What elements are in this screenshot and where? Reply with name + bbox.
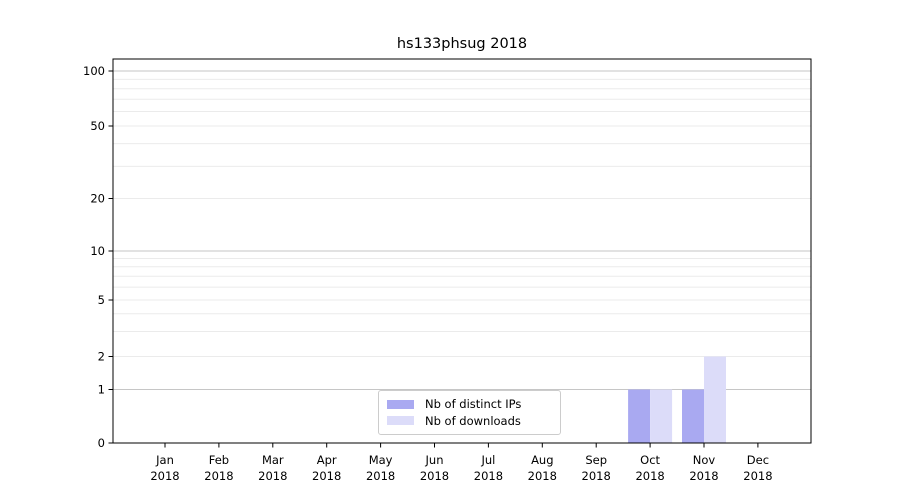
x-tick-label-month: Nov xyxy=(693,453,716,467)
x-tick-label-year: 2018 xyxy=(582,469,611,483)
x-tick-label-month: Jan xyxy=(155,453,174,467)
bar-distinct-ips-nov xyxy=(682,389,704,443)
y-tick-label: 50 xyxy=(90,119,105,133)
x-tick-label-year: 2018 xyxy=(420,469,449,483)
x-tick-label-year: 2018 xyxy=(150,469,179,483)
legend-swatch-downloads xyxy=(387,416,414,426)
x-tick-label-month: Dec xyxy=(747,453,769,467)
y-tick-label: 0 xyxy=(98,436,105,450)
x-tick-label-year: 2018 xyxy=(258,469,287,483)
x-tick-label-year: 2018 xyxy=(204,469,233,483)
y-tick-label: 20 xyxy=(90,192,105,206)
y-tick-label: 1 xyxy=(98,383,105,397)
x-tick-label-month: Mar xyxy=(262,453,284,467)
x-tick-label-year: 2018 xyxy=(366,469,395,483)
legend-label-distinct-ips: Nb of distinct IPs xyxy=(425,397,522,412)
x-tick-label-year: 2018 xyxy=(474,469,503,483)
bar-distinct-ips-oct xyxy=(628,389,651,443)
x-tick-label-month: Jun xyxy=(425,453,444,467)
chart-title: hs133phsug 2018 xyxy=(396,36,528,52)
legend-item-downloads: Nb of downloads xyxy=(387,413,552,429)
x-tick-label-month: Jul xyxy=(480,453,495,467)
legend: Nb of distinct IPs Nb of downloads xyxy=(378,390,561,435)
x-tick-label-year: 2018 xyxy=(689,469,718,483)
x-tick-label-month: Oct xyxy=(640,453,660,467)
x-tick-label-month: Apr xyxy=(317,453,337,467)
y-tick-label: 2 xyxy=(98,350,105,364)
x-tick-label-month: Feb xyxy=(209,453,229,467)
x-tick-label-year: 2018 xyxy=(635,469,664,483)
x-tick-label-month: May xyxy=(369,453,393,467)
x-tick-label-year: 2018 xyxy=(743,469,772,483)
bar-downloads-nov xyxy=(704,356,726,443)
x-tick-label-month: Aug xyxy=(531,453,553,467)
y-tick-label: 100 xyxy=(83,64,105,78)
legend-item-distinct-ips: Nb of distinct IPs xyxy=(387,396,552,412)
y-tick-label: 5 xyxy=(98,293,105,307)
x-tick-label-year: 2018 xyxy=(312,469,341,483)
bar-downloads-oct xyxy=(650,389,673,443)
x-tick-label-month: Sep xyxy=(585,453,607,467)
legend-swatch-distinct-ips xyxy=(387,399,414,409)
legend-label-downloads: Nb of downloads xyxy=(425,413,521,428)
y-tick-label: 10 xyxy=(90,244,105,258)
x-tick-label-year: 2018 xyxy=(528,469,557,483)
